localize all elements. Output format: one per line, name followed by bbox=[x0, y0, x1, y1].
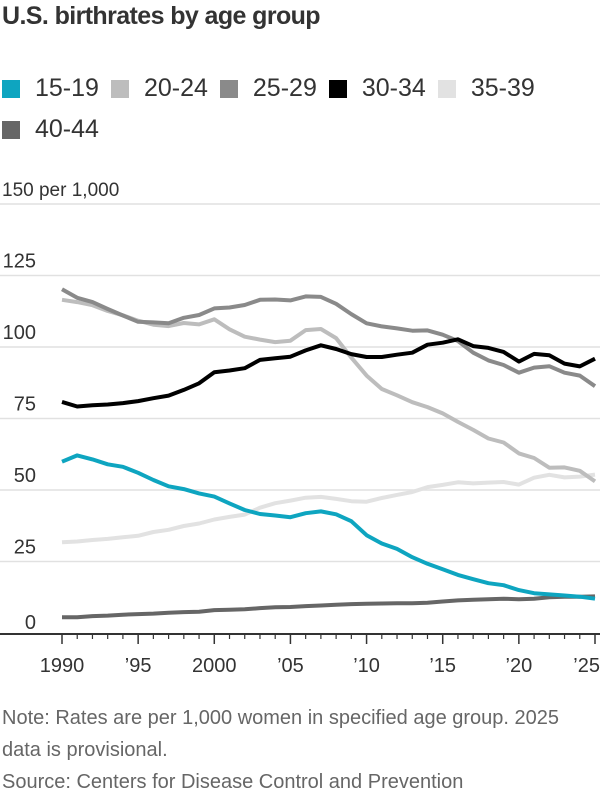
chart-title: U.S. birthrates by age group bbox=[2, 2, 321, 30]
legend-label: 15-19 bbox=[35, 74, 99, 102]
x-tick-label: ’95 bbox=[125, 655, 152, 677]
footnote: Note: Rates are per 1,000 women in speci… bbox=[2, 702, 598, 798]
x-tick-label: ’05 bbox=[277, 655, 304, 677]
x-tick-label: ’10 bbox=[353, 655, 380, 677]
legend-item-35-39: 35-39 bbox=[437, 72, 535, 105]
y-tick-label: 25 bbox=[14, 537, 36, 559]
legend-label: 30-34 bbox=[361, 74, 426, 102]
series-line-40-44 bbox=[62, 594, 596, 620]
legend-label: 35-39 bbox=[470, 74, 535, 102]
legend-swatch bbox=[2, 79, 20, 98]
x-tick-label: ’25 bbox=[573, 655, 600, 677]
gridlines bbox=[0, 203, 600, 563]
y-tick-label: 50 bbox=[14, 465, 36, 487]
legend-swatch bbox=[2, 120, 20, 139]
series-line-35-39 bbox=[61, 472, 596, 545]
legend-swatch bbox=[219, 79, 238, 98]
legend-item-25-29: 25-29 bbox=[219, 72, 317, 105]
source-text: Source: Centers for Disease Control and … bbox=[2, 771, 464, 793]
legend-label: 25-29 bbox=[252, 74, 317, 102]
series-lines bbox=[61, 287, 597, 620]
series-line-15-19 bbox=[61, 453, 596, 601]
legend-item-20-24: 20-24 bbox=[110, 72, 208, 105]
legend-label: 40-44 bbox=[35, 115, 99, 143]
legend-swatch bbox=[110, 79, 129, 98]
line-chart: 0 25 50 75 100 125 150 per 1,000 1990 ’95 2000 ’0… bbox=[0, 180, 600, 677]
x-tick-label: ’15 bbox=[429, 655, 456, 677]
x-tick-label: ’20 bbox=[506, 655, 533, 677]
series-line-20-24 bbox=[61, 297, 597, 484]
y-tick-label: 75 bbox=[14, 394, 36, 416]
legend-item-40-44: 40-44 bbox=[2, 113, 99, 146]
y-tick-label: 125 bbox=[3, 251, 36, 273]
x-tick-label: 2000 bbox=[192, 655, 237, 677]
x-axis: 1990 ’95 2000 ’05 ’10 ’15 ’20 ’25 bbox=[0, 633, 600, 677]
series-line-25-29 bbox=[61, 287, 597, 388]
series-line-30-34 bbox=[61, 337, 596, 409]
note-text: Note: Rates are per 1,000 women in speci… bbox=[2, 707, 560, 761]
y-tick-label: 150 per 1,000 bbox=[2, 180, 119, 201]
legend-label: 20-24 bbox=[143, 74, 208, 102]
legend-swatch bbox=[328, 79, 347, 98]
y-axis-labels: 0 25 50 75 100 125 150 per 1,000 bbox=[2, 180, 119, 634]
legend-swatch bbox=[437, 79, 456, 98]
y-tick-label: 0 bbox=[25, 612, 36, 634]
legend-item-15-19: 15-19 bbox=[2, 72, 99, 105]
legend-item-30-34: 30-34 bbox=[328, 72, 426, 105]
legend: 15-19 20-24 25-29 30-34 35-39 40-44 bbox=[2, 72, 562, 146]
x-tick-label: 1990 bbox=[40, 655, 85, 677]
y-tick-label: 100 bbox=[3, 322, 36, 344]
